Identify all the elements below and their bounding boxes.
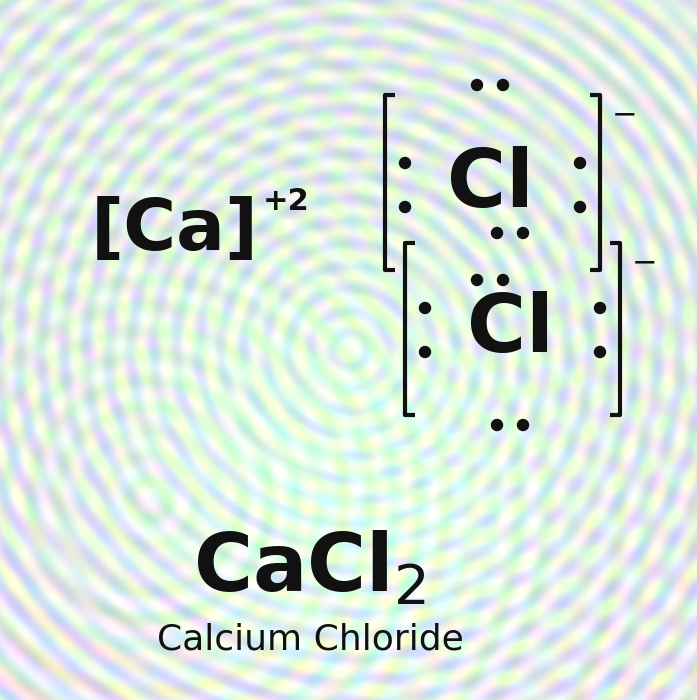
Circle shape [420,346,431,358]
Text: Cl: Cl [466,291,553,369]
Text: Cl: Cl [447,146,533,224]
Circle shape [471,80,482,90]
Circle shape [517,419,528,430]
Circle shape [491,228,503,239]
Text: −: − [632,248,657,277]
Circle shape [574,202,585,213]
Circle shape [498,274,509,286]
Circle shape [574,158,585,169]
Text: Calcium Chloride: Calcium Chloride [157,623,464,657]
Text: CaCl$_2$: CaCl$_2$ [194,531,427,609]
Text: [Ca]: [Ca] [91,195,259,265]
Circle shape [595,302,606,314]
Circle shape [399,158,411,169]
Circle shape [491,419,503,430]
Circle shape [595,346,606,358]
Circle shape [399,202,411,213]
Text: +2: +2 [263,188,309,216]
Text: −: − [612,100,638,129]
Circle shape [498,80,509,90]
Circle shape [420,302,431,314]
Circle shape [517,228,528,239]
Circle shape [471,274,482,286]
